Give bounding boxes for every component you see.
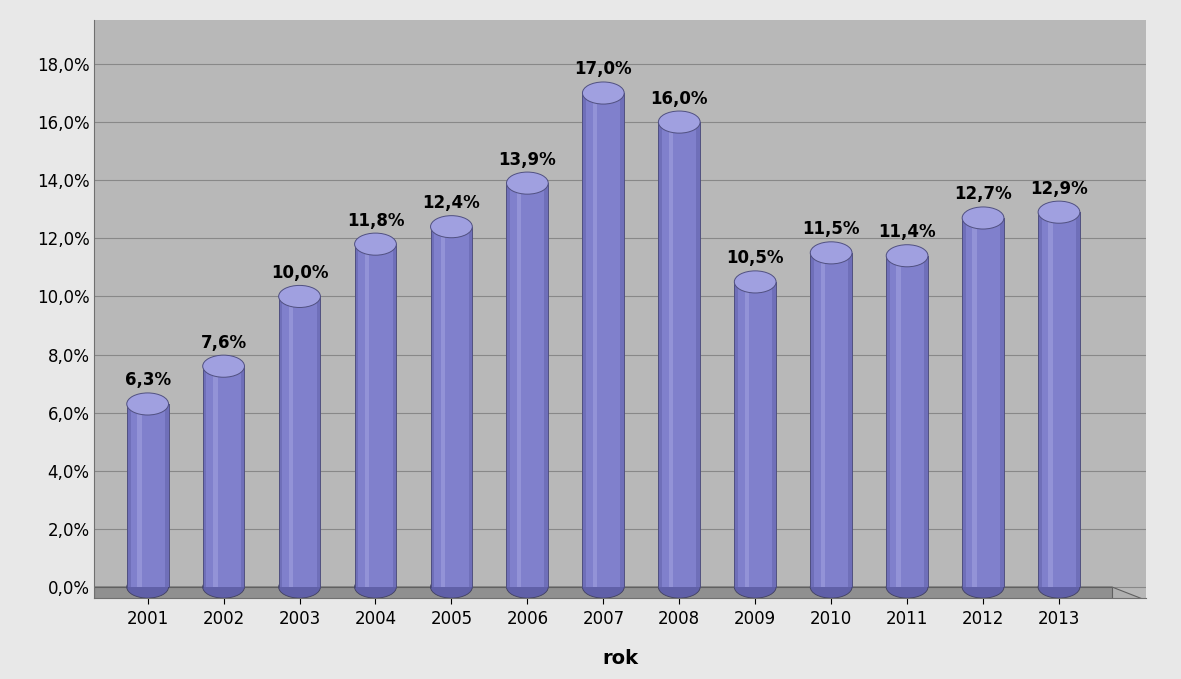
Polygon shape [697,122,700,587]
Ellipse shape [963,207,1004,229]
Text: 11,4%: 11,4% [879,223,935,241]
Polygon shape [279,297,320,587]
Polygon shape [744,282,749,587]
Polygon shape [241,366,244,587]
Ellipse shape [810,242,852,264]
Polygon shape [126,404,169,587]
Ellipse shape [1038,576,1079,598]
Polygon shape [810,253,814,587]
Ellipse shape [203,576,244,598]
Ellipse shape [886,244,928,267]
Ellipse shape [582,82,625,104]
Polygon shape [279,297,282,587]
Polygon shape [658,122,700,587]
Polygon shape [203,366,207,587]
Polygon shape [582,93,586,587]
Polygon shape [886,256,890,587]
Polygon shape [658,122,663,587]
Ellipse shape [658,111,700,133]
Text: 10,5%: 10,5% [726,249,784,268]
Text: 17,0%: 17,0% [574,60,632,79]
Ellipse shape [1038,201,1079,223]
Text: 16,0%: 16,0% [651,90,709,107]
Polygon shape [203,366,244,587]
Polygon shape [1038,212,1079,587]
Ellipse shape [354,576,397,598]
Polygon shape [137,404,142,587]
Ellipse shape [810,576,852,598]
Polygon shape [1049,212,1053,587]
Polygon shape [963,218,966,587]
Text: 12,7%: 12,7% [954,185,1012,204]
Ellipse shape [658,576,700,598]
Polygon shape [441,227,445,587]
Polygon shape [963,218,1004,587]
Polygon shape [354,244,397,587]
Polygon shape [507,183,548,587]
Ellipse shape [507,172,548,194]
Ellipse shape [203,355,244,378]
Polygon shape [126,404,131,587]
Polygon shape [810,253,852,587]
Polygon shape [896,256,901,587]
Ellipse shape [735,576,776,598]
Polygon shape [213,366,217,587]
Polygon shape [94,587,1146,600]
Polygon shape [821,253,826,587]
Text: 13,9%: 13,9% [498,151,556,168]
Polygon shape [431,227,435,587]
Polygon shape [469,227,472,587]
Polygon shape [1038,212,1042,587]
Ellipse shape [279,285,320,308]
Polygon shape [772,282,776,587]
Ellipse shape [279,576,320,598]
Text: 11,5%: 11,5% [802,220,860,238]
Ellipse shape [126,576,169,598]
Text: 6,3%: 6,3% [124,371,171,390]
Polygon shape [1076,212,1079,587]
Polygon shape [165,404,169,587]
Polygon shape [544,183,548,587]
Ellipse shape [354,233,397,255]
Polygon shape [392,244,397,587]
Polygon shape [620,93,625,587]
Ellipse shape [963,576,1004,598]
Ellipse shape [507,576,548,598]
Polygon shape [317,297,320,587]
Polygon shape [507,183,510,587]
Polygon shape [886,256,928,587]
Polygon shape [582,93,625,587]
Polygon shape [289,297,293,587]
Text: 7,6%: 7,6% [201,333,247,352]
Ellipse shape [431,576,472,598]
Polygon shape [848,253,852,587]
Polygon shape [593,93,598,587]
Polygon shape [925,256,928,587]
Polygon shape [517,183,521,587]
Polygon shape [735,282,738,587]
Polygon shape [354,244,358,587]
Ellipse shape [735,271,776,293]
Text: 12,9%: 12,9% [1030,180,1088,198]
Polygon shape [668,122,673,587]
Polygon shape [1000,218,1004,587]
Polygon shape [431,227,472,587]
Ellipse shape [431,216,472,238]
Polygon shape [972,218,977,587]
Ellipse shape [582,576,625,598]
Ellipse shape [886,576,928,598]
Polygon shape [94,587,1113,600]
X-axis label: rok: rok [602,649,638,668]
Text: 12,4%: 12,4% [423,194,481,212]
Text: 10,0%: 10,0% [270,264,328,282]
Polygon shape [365,244,370,587]
Text: 11,8%: 11,8% [347,212,404,230]
Polygon shape [735,282,776,587]
Ellipse shape [126,393,169,415]
